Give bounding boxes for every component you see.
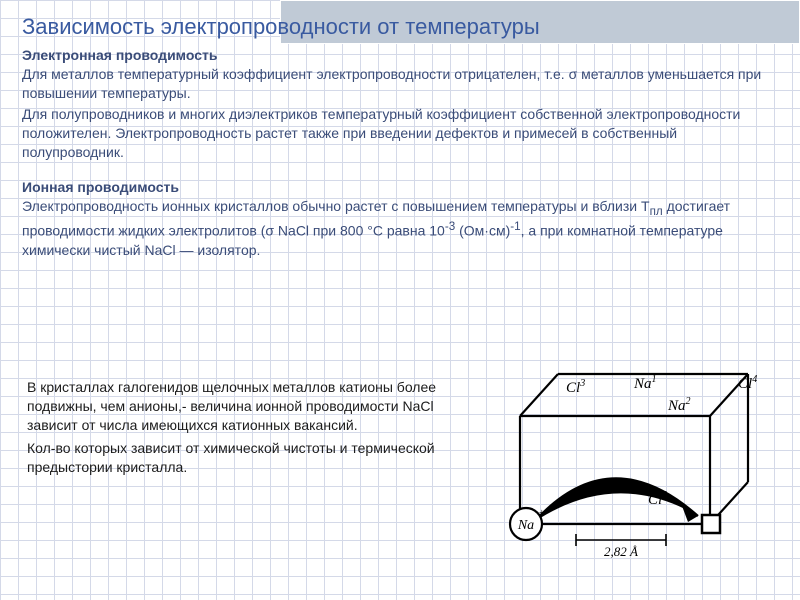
- cl1s: 1: [602, 480, 607, 491]
- crystal-diagram: Na + Na1 Cl3 Na2 Cl4 Cl1 Cl2 2,82 Å: [506, 364, 776, 560]
- section-electronic: Электронная проводимость Для металлов те…: [22, 46, 780, 161]
- para-1: Для металлов температурный коэффициент э…: [22, 65, 780, 103]
- overlay-text: В кристаллах галогенидов щелочных металл…: [27, 378, 457, 476]
- para-2: Для полупроводников и многих диэлектрико…: [22, 105, 780, 162]
- overlay-p2: Кол-во которых зависит от химической чис…: [27, 439, 457, 477]
- heading-ionic: Ионная проводимость: [22, 178, 780, 197]
- sup-m1: -1: [510, 220, 520, 233]
- na-ion: Na: [517, 518, 534, 533]
- page-title: Зависимость электропроводности от темпер…: [22, 14, 780, 40]
- svg-text:Cl1: Cl1: [588, 480, 607, 498]
- svg-text:Cl4: Cl4: [738, 374, 757, 392]
- svg-text:Na: Na: [517, 518, 534, 533]
- na1s: 1: [652, 374, 657, 385]
- cl4: Cl: [738, 376, 752, 392]
- cl2s: 2: [662, 490, 667, 501]
- distance-label: 2,82 Å: [604, 544, 638, 559]
- cl4s: 4: [752, 374, 757, 385]
- na-ion-sup: +: [539, 508, 545, 519]
- svg-text:Cl2: Cl2: [648, 490, 667, 508]
- ionic-span-a: Электропроводность ионных кристаллов обы…: [22, 198, 650, 214]
- svg-text:Na2: Na2: [667, 396, 691, 414]
- svg-text:Cl3: Cl3: [566, 378, 585, 396]
- sub-pl: пл: [650, 204, 663, 217]
- svg-text:Na1: Na1: [633, 374, 657, 392]
- heading-electronic: Электронная проводимость: [22, 46, 780, 65]
- section-ionic: Ионная проводимость Электропроводность и…: [22, 178, 780, 260]
- na1: Na: [633, 376, 652, 392]
- overlay-p1: В кристаллах галогенидов щелочных металл…: [27, 378, 457, 435]
- cl3: Cl: [566, 380, 580, 396]
- cl2: Cl: [648, 492, 662, 508]
- cl3s: 3: [579, 378, 585, 389]
- slide-content: Зависимость электропроводности от темпер…: [0, 0, 800, 260]
- na2s: 2: [686, 396, 691, 407]
- na2: Na: [667, 398, 686, 414]
- sup-m3: -3: [445, 220, 455, 233]
- para-ionic: Электропроводность ионных кристаллов обы…: [22, 197, 780, 260]
- cl1: Cl: [588, 482, 602, 498]
- ionic-span-c: (Ом·см): [455, 223, 510, 239]
